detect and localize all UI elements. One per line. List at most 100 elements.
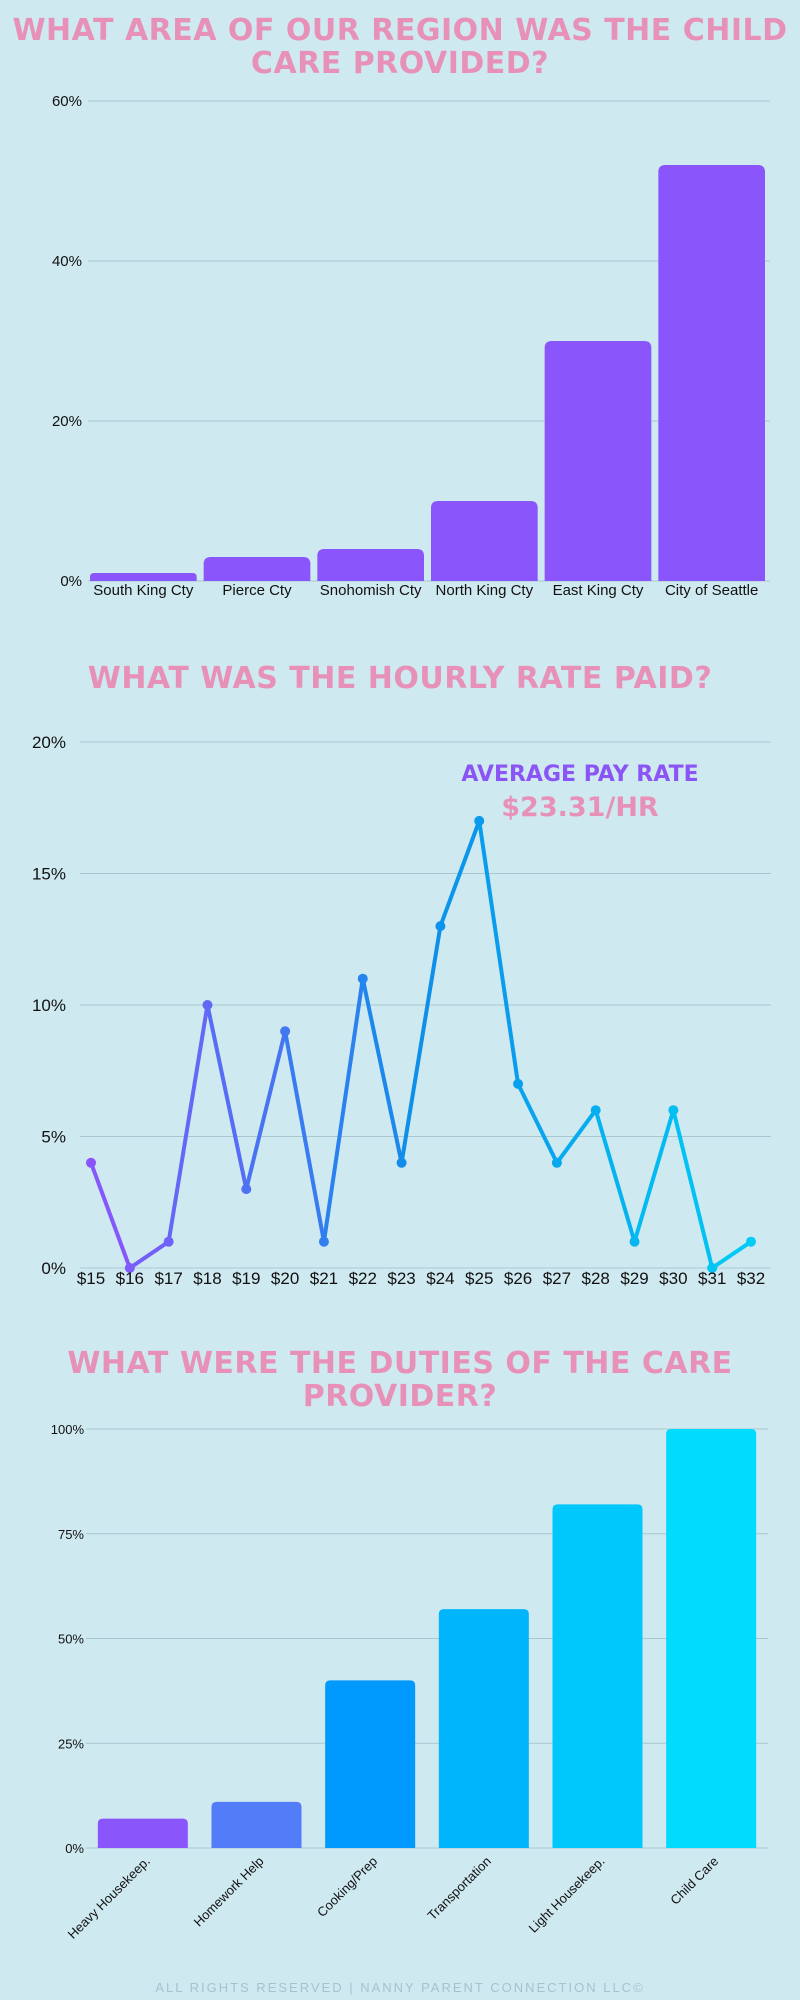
x-tick-label: $29: [620, 1269, 648, 1288]
bar: [90, 573, 197, 581]
x-tick-label: Heavy Housekeep.: [65, 1854, 153, 1942]
bar: [211, 1801, 302, 1848]
bar: [552, 1504, 643, 1848]
bar: [97, 1818, 188, 1848]
x-tick-label: Pierce Cty: [222, 582, 292, 599]
bar: [666, 1429, 757, 1848]
data-point: [202, 1000, 213, 1010]
data-point: [629, 1236, 640, 1247]
y-tick-label: 75%: [58, 1527, 84, 1542]
hourly-rate-line-chart: 0% 5% 10% 15% 20% $15 $16 $17 $18 $19 $20 $21 $22 $23…: [32, 733, 771, 1288]
x-tick-label: $16: [116, 1269, 144, 1288]
data-point: [241, 1184, 252, 1195]
data-point: [551, 1157, 562, 1168]
line-segment: [438, 818, 482, 929]
line-segment: [554, 1108, 598, 1165]
y-tick-label: 25%: [58, 1736, 84, 1751]
data-point: [474, 815, 485, 826]
y-tick-label: 40%: [52, 253, 82, 270]
x-tick-label: $32: [737, 1269, 765, 1288]
data-point: [746, 1236, 756, 1247]
y-tick-label: 20%: [32, 733, 66, 752]
line-segment: [205, 1003, 249, 1192]
y-tick-label: 0%: [65, 1841, 84, 1856]
data-point: [668, 1105, 679, 1116]
line-segment: [516, 1081, 559, 1165]
x-tick-label: $28: [582, 1269, 610, 1288]
line-segment: [166, 1003, 210, 1244]
x-tick-label: $19: [232, 1269, 260, 1288]
bar: [658, 165, 765, 581]
chart3-title: WHAT WERE THE DUTIES OF THE CARE PROVIDE…: [67, 1346, 733, 1414]
x-tick-label: City of Seattle: [665, 582, 758, 599]
x-tick-label: $20: [271, 1269, 299, 1288]
x-tick-label: $22: [349, 1269, 377, 1288]
x-tick-label: Snohomish Cty: [320, 582, 422, 599]
x-tick-label: $24: [426, 1269, 454, 1288]
y-tick-label: 5%: [41, 1128, 66, 1147]
y-tick-label: 10%: [32, 996, 66, 1015]
x-tick-label: South King Cty: [93, 582, 194, 599]
x-tick-label: $25: [465, 1269, 493, 1288]
x-tick-label: $17: [154, 1269, 182, 1288]
line-segment: [89, 1160, 132, 1270]
data-point: [124, 1263, 135, 1273]
x-tick-label: North King Cty: [436, 582, 534, 599]
line-segment: [127, 1239, 171, 1270]
chart2-title: WHAT WAS THE HOURLY RATE PAID?: [87, 661, 713, 696]
line-segment: [399, 924, 443, 1165]
bar: [317, 549, 424, 581]
line-segment: [244, 1029, 288, 1192]
data-point: [86, 1157, 96, 1168]
x-tick-label: Homework Help: [191, 1854, 267, 1930]
y-tick-label: 60%: [52, 93, 82, 110]
chart1-title: WHAT AREA OF OUR REGION WAS THE CHILD CA…: [12, 13, 788, 81]
line-segment: [360, 976, 404, 1165]
line-segment: [321, 976, 365, 1244]
bar: [438, 1609, 529, 1848]
y-tick-label: 15%: [32, 865, 66, 884]
x-tick-label: Cooking/Prep: [314, 1854, 380, 1920]
y-tick-label: 0%: [41, 1259, 66, 1278]
region-bar-chart: 0% 20% 40% 60% South King Cty Pierce Cty Snoho…: [52, 93, 770, 599]
bar: [203, 557, 311, 581]
data-point: [707, 1263, 718, 1273]
average-pay-rate-label: AVERAGE PAY RATE: [461, 762, 699, 787]
line-segment: [671, 1108, 715, 1270]
x-tick-label: Child Care: [667, 1854, 721, 1908]
x-tick-label: $27: [543, 1269, 571, 1288]
line-segment: [593, 1108, 637, 1244]
data-point: [163, 1236, 174, 1247]
x-tick-label: $30: [659, 1269, 687, 1288]
x-tick-label: $31: [698, 1269, 726, 1288]
data-point: [357, 973, 368, 984]
data-point: [435, 921, 446, 932]
line-segment: [477, 818, 521, 1086]
average-pay-rate-value: $23.31/HR: [501, 792, 659, 823]
data-point: [318, 1236, 329, 1247]
x-tick-label: $21: [310, 1269, 338, 1288]
y-tick-label: 100%: [51, 1422, 85, 1437]
x-tick-label: $18: [193, 1269, 221, 1288]
line-segment: [710, 1239, 753, 1270]
line-segment: [632, 1108, 676, 1244]
y-tick-label: 20%: [52, 413, 82, 430]
data-point: [396, 1157, 407, 1168]
line-segment: [283, 1029, 326, 1244]
data-point: [280, 1026, 291, 1037]
x-tick-label: $23: [387, 1269, 415, 1288]
y-tick-label: 0%: [60, 573, 82, 590]
data-point: [590, 1105, 601, 1116]
x-tick-label: Light Housekeep.: [525, 1854, 607, 1936]
bar: [544, 341, 652, 581]
footer-copyright: ALL RIGHTS RESERVED | NANNY PARENT CONNE…: [155, 1980, 645, 1995]
y-tick-label: 50%: [58, 1632, 84, 1647]
x-tick-label: $15: [77, 1269, 105, 1288]
bar: [431, 501, 538, 581]
bar: [325, 1680, 416, 1848]
data-point: [513, 1078, 524, 1089]
x-tick-label: $26: [504, 1269, 532, 1288]
x-tick-label: Transportation: [424, 1854, 494, 1924]
x-tick-label: East King Cty: [553, 582, 644, 599]
